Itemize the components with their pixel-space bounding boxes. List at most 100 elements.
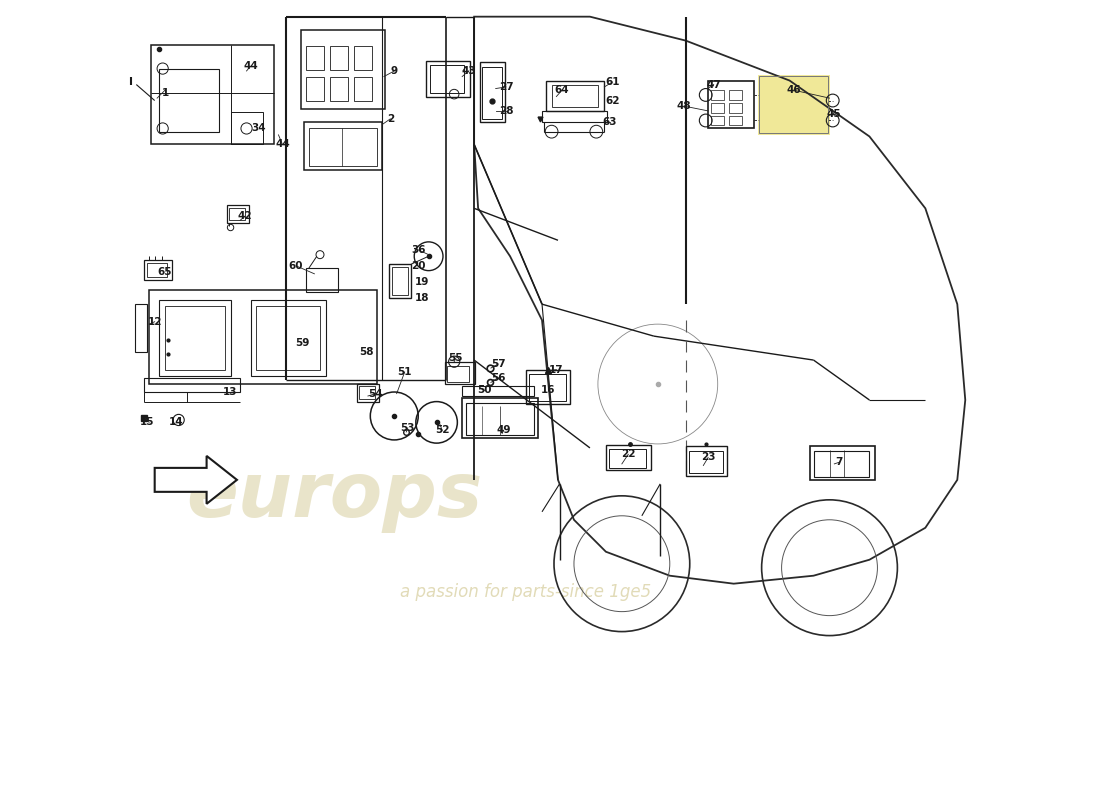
Text: europs: europs — [186, 459, 483, 533]
Bar — [147, 263, 167, 277]
Bar — [307, 77, 324, 101]
Text: 19: 19 — [415, 277, 429, 287]
Text: 65: 65 — [157, 267, 173, 278]
Bar — [712, 116, 724, 126]
Bar — [158, 300, 231, 376]
Bar — [712, 103, 724, 113]
Bar — [542, 111, 607, 122]
Bar — [685, 446, 727, 476]
Text: 63: 63 — [603, 117, 617, 127]
Bar — [359, 386, 375, 399]
Bar — [814, 451, 869, 477]
Bar — [810, 446, 875, 480]
Text: 9: 9 — [390, 66, 398, 76]
Text: 36: 36 — [411, 245, 426, 255]
Bar — [392, 267, 408, 294]
Bar — [480, 62, 505, 122]
Bar — [330, 77, 348, 101]
Bar — [466, 403, 534, 435]
Bar — [227, 205, 249, 222]
Text: 47: 47 — [706, 79, 722, 90]
Text: 17: 17 — [549, 365, 563, 374]
Polygon shape — [155, 456, 236, 504]
Text: 15: 15 — [140, 418, 154, 427]
Text: 51: 51 — [397, 367, 411, 377]
Text: 55: 55 — [449, 354, 463, 363]
Text: 18: 18 — [415, 293, 429, 302]
Bar — [447, 366, 470, 382]
Text: 50: 50 — [477, 386, 492, 395]
Bar — [609, 449, 646, 468]
Bar — [551, 85, 598, 107]
Bar — [309, 128, 377, 166]
Bar — [606, 445, 650, 470]
Bar — [300, 30, 385, 109]
Bar — [529, 374, 566, 401]
Bar — [462, 386, 534, 396]
Bar — [444, 362, 475, 384]
Text: 45: 45 — [826, 109, 840, 119]
Text: 52: 52 — [434, 426, 450, 435]
Bar — [158, 69, 219, 133]
Text: 48: 48 — [676, 101, 692, 111]
Text: 22: 22 — [621, 450, 636, 459]
Text: 23: 23 — [701, 453, 715, 462]
Text: 46: 46 — [786, 85, 801, 95]
Text: 62: 62 — [605, 95, 619, 106]
Bar — [256, 306, 320, 370]
Text: 27: 27 — [498, 82, 514, 92]
Text: 56: 56 — [491, 373, 505, 382]
Text: 12: 12 — [147, 317, 162, 326]
Text: 58: 58 — [359, 347, 374, 357]
Text: 28: 28 — [498, 106, 514, 116]
Text: 54: 54 — [368, 389, 383, 398]
Bar — [165, 306, 226, 370]
Bar — [708, 81, 755, 129]
Bar — [729, 90, 741, 100]
Bar — [229, 207, 245, 220]
Bar — [526, 370, 570, 404]
Bar — [307, 46, 324, 70]
Bar — [151, 45, 275, 145]
Bar — [729, 116, 741, 126]
Bar — [144, 260, 173, 280]
Bar — [304, 122, 383, 170]
Text: 1: 1 — [162, 87, 168, 98]
Text: 44: 44 — [243, 61, 257, 71]
Bar — [689, 451, 723, 474]
Bar — [251, 300, 327, 376]
Text: 49: 49 — [496, 426, 510, 435]
Text: 7: 7 — [835, 458, 843, 467]
Bar — [546, 81, 604, 111]
Text: 42: 42 — [238, 211, 252, 222]
Bar — [231, 113, 263, 145]
Bar — [144, 378, 240, 392]
Text: 34: 34 — [251, 123, 266, 134]
Bar — [758, 75, 829, 135]
Bar — [354, 77, 372, 101]
Bar — [307, 268, 339, 292]
Bar — [134, 304, 146, 352]
Bar — [426, 61, 470, 97]
Text: 59: 59 — [295, 338, 309, 347]
Bar — [482, 67, 502, 119]
Bar — [462, 398, 538, 438]
Text: 61: 61 — [605, 77, 619, 87]
Text: 64: 64 — [554, 85, 570, 95]
Text: 57: 57 — [491, 359, 505, 369]
Text: 43: 43 — [461, 66, 476, 76]
Bar — [388, 264, 411, 298]
Bar — [356, 384, 380, 402]
Text: 20: 20 — [411, 261, 426, 271]
Bar — [150, 290, 376, 384]
Text: 16: 16 — [541, 386, 556, 395]
Text: 44: 44 — [275, 139, 289, 150]
Text: 14: 14 — [169, 418, 184, 427]
Bar — [729, 103, 741, 113]
Text: 2: 2 — [387, 114, 394, 124]
Text: 60: 60 — [289, 261, 304, 271]
Text: 13: 13 — [223, 387, 238, 397]
Bar — [759, 76, 828, 134]
Bar — [430, 65, 464, 93]
Bar — [354, 46, 372, 70]
